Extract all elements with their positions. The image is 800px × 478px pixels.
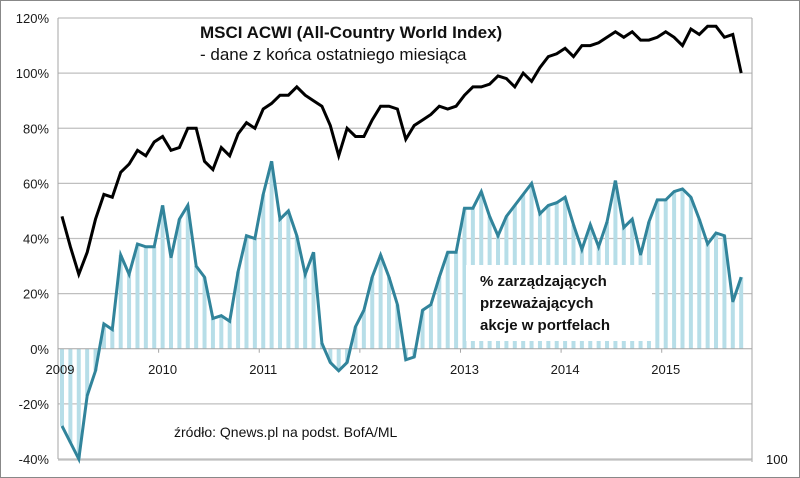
x-tick-label: 2011 (249, 362, 277, 377)
bar (252, 238, 257, 349)
gridlines (58, 17, 752, 460)
bar (294, 235, 299, 349)
bar (219, 315, 224, 349)
x-tick-label: 2010 (148, 362, 177, 377)
bar (169, 257, 174, 349)
bar (135, 244, 140, 349)
bar (454, 252, 459, 349)
x-tick-label: 2013 (450, 362, 479, 377)
bar (688, 197, 693, 349)
series-lines (60, 24, 743, 464)
bar (655, 199, 660, 349)
bar (613, 180, 618, 349)
chart-title: MSCI ACWI (All-Country World Index) (200, 23, 503, 42)
bar (93, 348, 98, 371)
y-tick-label: 60% (23, 176, 49, 191)
y-tick-label: -40% (19, 452, 50, 467)
bar (462, 208, 467, 349)
bar (437, 277, 442, 349)
bar (118, 255, 123, 349)
bar (428, 304, 433, 349)
bar (395, 304, 400, 349)
bar (730, 301, 735, 349)
y-tick-label: 0% (30, 342, 49, 357)
bar (227, 321, 232, 349)
bar (303, 274, 308, 349)
bar (76, 348, 81, 459)
bar (177, 219, 182, 349)
bar (697, 219, 702, 349)
bar (311, 252, 316, 349)
bar (210, 318, 215, 349)
bar (60, 348, 64, 426)
bar (370, 277, 375, 349)
x-tick-label: 2009 (46, 362, 75, 377)
corner-label: 100 (766, 452, 788, 467)
x-axis-labels: 2009 2010 2011 2012 2013 2014 2015 (46, 362, 681, 377)
bar (705, 244, 710, 349)
chart-subtitle: - dane z końca ostatniego miesiąca (200, 45, 467, 64)
bar (101, 323, 106, 349)
bar (387, 277, 392, 349)
bar (261, 194, 266, 349)
annotation-label: % zarządzających przeważających akcje w … (480, 271, 610, 337)
y-tick-label: 80% (23, 121, 49, 136)
bar (328, 348, 333, 363)
bar (202, 277, 207, 349)
overweight-line (60, 160, 743, 464)
annotation-line-1: % zarządzających (480, 273, 607, 290)
source-note: źródło: Qnews.pl na podst. BofA/ML (174, 424, 398, 440)
bar (244, 235, 249, 349)
x-tick-label: 2015 (651, 362, 680, 377)
bar (185, 205, 190, 349)
bar (680, 188, 685, 349)
y-axis-labels: -40% -20% 0% 20% 40% 60% 80% 100% 120% (16, 11, 50, 467)
y-tick-label: 120% (16, 11, 50, 26)
bar (345, 348, 350, 363)
bar (110, 329, 115, 349)
annotation-line-2: przeważających (480, 295, 594, 312)
y-tick-label: -20% (19, 397, 50, 412)
bar (194, 266, 199, 349)
y-tick-label: 40% (23, 232, 49, 247)
bar (85, 348, 90, 396)
annotation-box (466, 265, 652, 341)
annotation-line-3: akcje w portfelach (480, 317, 611, 334)
bar (722, 235, 727, 349)
bar (143, 246, 148, 349)
bar (420, 310, 425, 349)
x-tick-label: 2014 (551, 362, 580, 377)
bar (152, 246, 157, 349)
bar (127, 274, 132, 349)
bar (739, 277, 744, 349)
bar (68, 348, 73, 443)
bar (714, 232, 719, 349)
bar (278, 219, 283, 349)
y-tick-label: 20% (23, 287, 49, 302)
bar (445, 252, 450, 349)
bar (286, 210, 291, 349)
y-tick-label: 100% (16, 66, 50, 81)
bar (672, 191, 677, 349)
bar (336, 348, 341, 371)
bar (236, 271, 241, 349)
x-tick-label: 2012 (349, 362, 378, 377)
msci-acwi-line (60, 24, 743, 279)
bar (361, 310, 366, 349)
chart-title-block: MSCI ACWI (All-Country World Index) - da… (200, 22, 502, 66)
bar (663, 199, 668, 349)
bar (269, 161, 274, 349)
bar (160, 205, 165, 349)
bar (378, 255, 383, 349)
bar (353, 326, 358, 349)
